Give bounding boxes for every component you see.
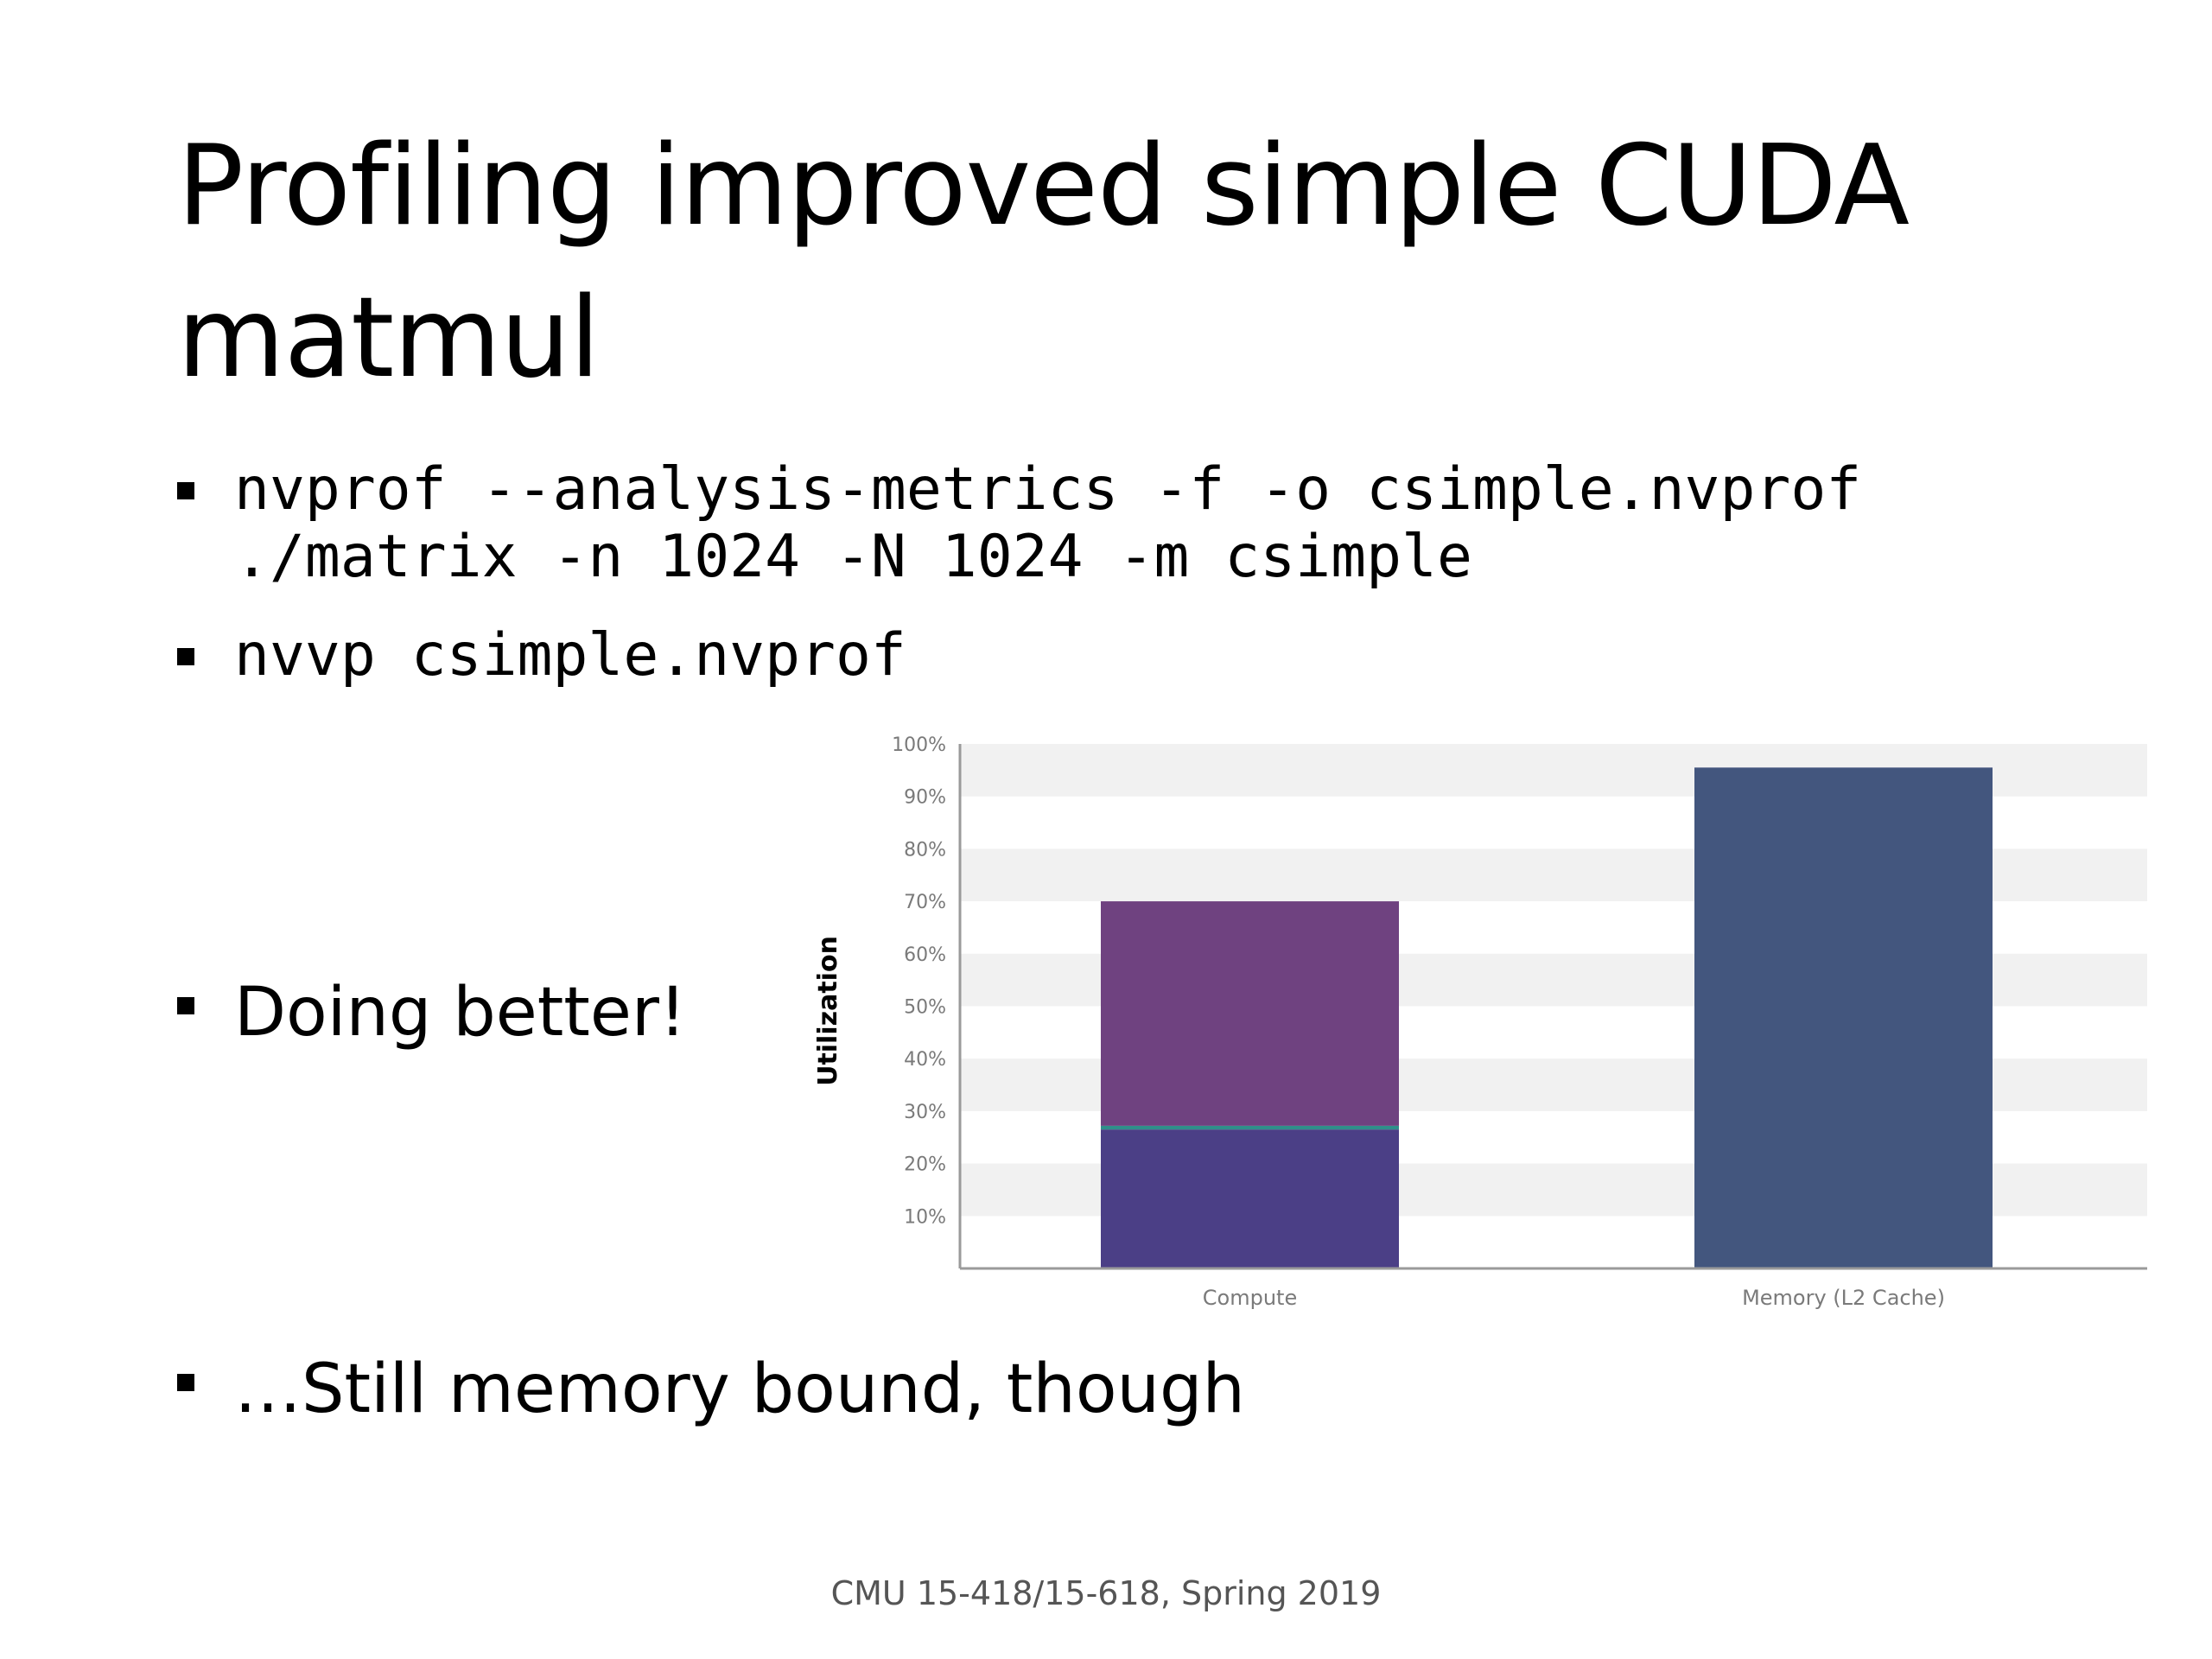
- y-tick-label: 10%: [904, 1206, 946, 1228]
- x-tick-label: Compute: [1203, 1286, 1297, 1310]
- y-tick-label: 80%: [904, 839, 946, 861]
- y-tick-label: 100%: [892, 734, 946, 756]
- axes: [958, 744, 2147, 1270]
- y-tick-labels: 10% 20% 30% 40% 50% 60% 70% 80% 90% 100%: [892, 734, 946, 1228]
- x-tick-label: Memory (L2 Cache): [1742, 1286, 1945, 1310]
- doing-better-text: Doing better!: [234, 974, 687, 1052]
- y-axis-label: Utilization: [813, 936, 843, 1086]
- bullet-square-icon: [177, 482, 194, 499]
- nvprof-command-line2: ./matrix -n 1024 -N 1024 -m csimple: [234, 523, 1472, 591]
- nvprof-command-text: nvprof --analysis-metrics -f -o csimple.…: [234, 456, 1861, 591]
- x-tick-labels: Compute Memory (L2 Cache): [1203, 1286, 1945, 1310]
- bar-segment: [1101, 1125, 1399, 1130]
- y-tick-label: 70%: [904, 892, 946, 913]
- nvvp-command-text: nvvp csimple.nvprof: [234, 621, 906, 690]
- bullet-square-icon: [177, 997, 194, 1014]
- bullet-nvvp-command: nvvp csimple.nvprof: [177, 622, 906, 690]
- y-tick-label: 60%: [904, 944, 946, 966]
- y-tick-label: 40%: [904, 1049, 946, 1071]
- bullet-still-memory-bound: …Still memory bound, though: [177, 1348, 1245, 1431]
- bullet-square-icon: [177, 1374, 194, 1391]
- utilization-chart: 10% 20% 30% 40% 50% 60% 70% 80% 90% 100% Compute M…: [813, 734, 2147, 1310]
- bars: [1101, 767, 1993, 1268]
- still-memory-bound-text: …Still memory bound, though: [234, 1351, 1245, 1428]
- slide-title: Profiling improved simple CUDA matmul: [177, 122, 1910, 403]
- y-tick-label: 50%: [904, 997, 946, 1019]
- bullet-doing-better: Doing better!: [177, 971, 686, 1054]
- y-tick-label: 30%: [904, 1102, 946, 1123]
- slide-footer: CMU 15-418/15-618, Spring 2019: [830, 1574, 1382, 1612]
- bullet-square-icon: [177, 648, 194, 665]
- bullet-nvprof-command: nvprof --analysis-metrics -f -o csimple.…: [177, 456, 1861, 591]
- bar-segment: [1694, 767, 1993, 1268]
- bar-segment: [1101, 901, 1399, 1126]
- y-tick-label: 90%: [904, 787, 946, 809]
- nvprof-command-line1: nvprof --analysis-metrics -f -o csimple.…: [234, 455, 1862, 524]
- bar-segment: [1101, 1129, 1399, 1268]
- y-tick-label: 20%: [904, 1154, 946, 1176]
